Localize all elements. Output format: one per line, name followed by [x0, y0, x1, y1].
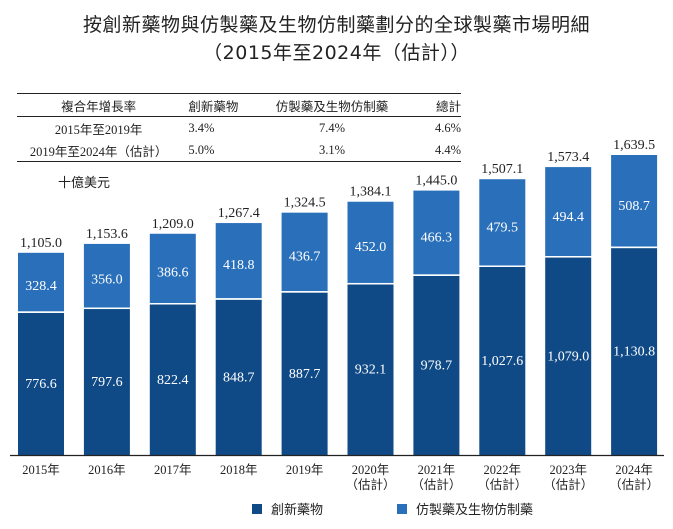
bar-innovative: [215, 299, 262, 455]
data-label-generic: 356.0: [91, 273, 123, 288]
x-tick-label: 2023年: [549, 463, 587, 477]
cagr-header: 創新藥物: [188, 99, 239, 114]
data-label-total: 1,384.1: [350, 185, 392, 200]
x-tick-sublabel: （估計）: [543, 477, 593, 492]
data-label-generic: 386.6: [157, 266, 189, 281]
bar-innovative: [83, 309, 130, 455]
legend-label: 創新藥物: [271, 502, 324, 517]
bar-innovative: [281, 292, 328, 455]
cagr-row: 2015年至2019年 3.4% 7.4% 4.6%: [17, 117, 461, 140]
data-label-innovative: 1,027.6: [481, 354, 523, 369]
cagr-header-row: 複合年增長率 創新藥物 仿製藥及生物仿制藥 總計: [17, 93, 461, 117]
bar-innovative: [413, 275, 460, 455]
cagr-cell: 7.4%: [319, 120, 346, 135]
bar-innovative: [347, 284, 394, 455]
cagr-cell: 2015年至2019年: [54, 122, 143, 137]
data-label-total: 1,573.4: [547, 150, 589, 165]
chart-title: 按創新藥物與仿製藥及生物仿制藥劃分的全球製藥市場明細: [82, 14, 590, 36]
cagr-cell: 5.0%: [188, 142, 215, 157]
data-label-innovative: 887.7: [289, 367, 321, 382]
x-tick-label: 2021年: [418, 463, 456, 477]
cagr-row: 2019年至2024年（估計） 5.0% 3.1% 4.4%: [17, 139, 461, 162]
data-label-generic: 479.5: [487, 220, 519, 235]
unit-label: 十億美元: [58, 175, 111, 190]
data-label-total: 1,153.6: [86, 227, 128, 242]
data-label-innovative: 1,079.0: [547, 349, 589, 364]
data-label-generic: 494.4: [552, 210, 584, 225]
data-label-generic: 328.4: [25, 279, 57, 294]
cagr-cell: 3.1%: [319, 142, 346, 157]
legend-swatch-generic: [397, 503, 407, 514]
data-label-generic: 508.7: [618, 199, 650, 214]
legend-item-generic: 仿製藥及生物仿制藥: [397, 499, 533, 518]
data-label-innovative: 848.7: [223, 370, 255, 385]
data-label-innovative: 978.7: [421, 358, 453, 373]
x-tick-label: 2019年: [286, 463, 324, 477]
data-label-innovative: 797.6: [91, 375, 123, 390]
cagr-cell: 3.4%: [188, 120, 215, 135]
bar-innovative: [149, 304, 196, 455]
data-label-total: 1,507.1: [481, 162, 523, 177]
data-label-total: 1,445.0: [415, 174, 457, 189]
data-label-generic: 452.0: [355, 240, 387, 255]
bar-generic: [413, 190, 460, 275]
x-tick-label: 2018年: [220, 463, 258, 477]
x-tick-label: 2016年: [88, 463, 126, 477]
bar-innovative: [18, 312, 64, 455]
data-label-innovative: 822.4: [157, 373, 189, 388]
x-tick-label: 2022年: [484, 463, 522, 477]
x-tick-label: 2017年: [154, 463, 192, 477]
cagr-table: 複合年增長率 創新藥物 仿製藥及生物仿制藥 總計 2015年至2019年 3.4…: [17, 93, 461, 162]
bar-generic: [149, 233, 196, 304]
bar-innovative: [611, 248, 658, 455]
x-tick-sublabel: （估計）: [345, 477, 395, 492]
x-tick-label: 2015年: [22, 463, 60, 477]
legend-swatch-innovative: [252, 503, 262, 514]
bar-generic: [611, 155, 658, 247]
chart-subtitle: （2015年至2024年（估計））: [203, 42, 470, 64]
cagr-cell: 4.4%: [434, 142, 461, 157]
data-label-total: 1,209.0: [152, 217, 194, 232]
bar-generic: [215, 223, 262, 299]
bar-generic: [479, 179, 526, 266]
cagr-cell: 4.6%: [434, 120, 461, 135]
bar-generic: [83, 243, 130, 308]
data-label-generic: 466.3: [421, 231, 453, 246]
bar-innovative: [545, 257, 592, 455]
bar-generic: [347, 201, 394, 283]
data-label-innovative: 932.1: [355, 363, 387, 378]
data-label-innovative: 1,130.8: [613, 345, 655, 360]
bar-generic: [281, 212, 328, 292]
data-label-generic: 418.8: [223, 258, 255, 273]
x-tick-label: 2024年: [615, 463, 653, 477]
data-label-generic: 436.7: [289, 250, 321, 265]
cagr-header: 總計: [435, 99, 461, 114]
data-label-total: 1,639.5: [613, 138, 655, 153]
cagr-cell: 2019年至2024年（估計）: [29, 144, 168, 159]
legend-label: 仿製藥及生物仿制藥: [416, 502, 534, 517]
data-label-innovative: 776.6: [25, 377, 57, 392]
legend-item-innovative: 創新藥物: [252, 499, 323, 518]
data-label-total: 1,267.4: [218, 206, 260, 221]
bar-innovative: [479, 266, 526, 455]
data-label-total: 1,105.0: [20, 236, 62, 251]
cagr-header: 仿製藥及生物仿制藥: [275, 99, 389, 114]
x-tick-sublabel: （估計）: [609, 477, 659, 492]
cagr-header: 複合年增長率: [61, 99, 137, 114]
data-label-total: 1,324.5: [284, 196, 326, 211]
x-tick-sublabel: （估計）: [411, 477, 461, 492]
bar-generic: [545, 167, 592, 257]
x-tick-sublabel: （估計）: [477, 477, 527, 492]
x-tick-label: 2020年: [352, 463, 390, 477]
bar-generic: [18, 252, 64, 312]
